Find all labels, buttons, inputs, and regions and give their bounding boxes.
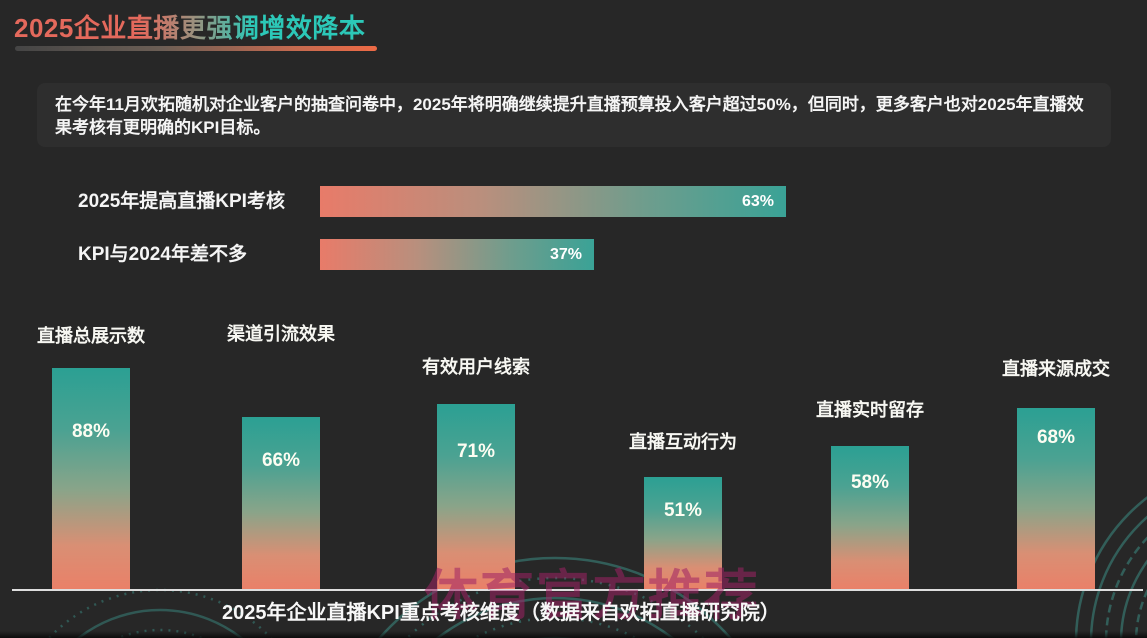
vbar-bar [242, 417, 320, 590]
vbar-bar [52, 368, 130, 590]
chart-caption: 2025年企业直播KPI重点考核维度（数据来自欢拓直播研究院） [222, 602, 780, 624]
vbar-value-label: 68% [1036, 427, 1076, 448]
vbar-category-label: 直播实时留存 [816, 400, 924, 420]
intro-panel: 在今年11月欢拓随机对企业客户的抽查问卷中，2025年将明确继续提升直播预算投入… [37, 83, 1111, 147]
vbar-bar [831, 446, 909, 590]
title-underline [15, 46, 377, 51]
vbar-value-label: 71% [456, 441, 496, 462]
page-title: 2025企业直播更强调增效降本 [14, 8, 365, 45]
vbar-value-label: 51% [663, 500, 703, 521]
vbar-value-label: 66% [261, 450, 301, 471]
hbar-value-label: 63% [741, 193, 774, 210]
vbar-category-label: 直播总展示数 [37, 326, 145, 346]
vbar-category-label: 直播互动行为 [629, 432, 737, 452]
hbar-value-label: 37% [549, 246, 582, 263]
hbar-category-label: KPI与2024年差不多 [78, 244, 247, 265]
hbar-bar: 37% [320, 239, 594, 270]
vbar-value-label: 88% [71, 421, 111, 442]
vbar-value-label: 58% [850, 472, 890, 493]
vbar-category-label: 有效用户线索 [422, 357, 530, 377]
vbar-category-label: 渠道引流效果 [227, 324, 335, 344]
vbar-category-label: 直播来源成交 [1002, 359, 1110, 379]
intro-text: 在今年11月欢拓随机对企业客户的抽查问卷中，2025年将明确继续提升直播预算投入… [55, 95, 1084, 137]
hbar-category-label: 2025年提高直播KPI考核 [78, 191, 285, 212]
hbar-bar: 63% [320, 186, 786, 217]
